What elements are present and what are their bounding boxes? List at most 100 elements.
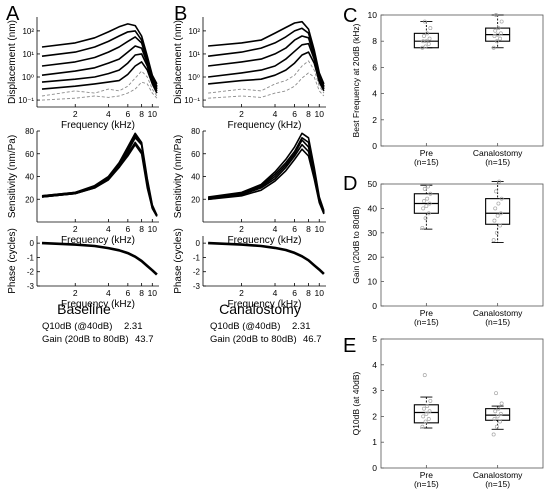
panel-C-data-point bbox=[498, 31, 503, 36]
panel-D-data-point bbox=[494, 230, 499, 235]
A-displacement-y-tick-label: 10² bbox=[22, 27, 34, 36]
panel-E-data-point bbox=[425, 404, 430, 409]
panel-C-data-point bbox=[422, 34, 426, 38]
panel-letter-E: E bbox=[343, 335, 356, 357]
A-phase-y-tick-label: 0 bbox=[30, 239, 35, 248]
panel-D-frame bbox=[380, 183, 544, 307]
A-phase-x-tick-label: 6 bbox=[125, 288, 130, 298]
B-sensitivity-series-3 bbox=[207, 139, 325, 214]
panel-D-y-tick-label: 10 bbox=[368, 277, 378, 287]
panel-C-data-point bbox=[425, 31, 430, 36]
panel-E-x-tick-label: (n=15) bbox=[485, 479, 510, 489]
B-phase-x-tick-label: 8 bbox=[306, 288, 311, 298]
stats-q10-label-baseline: Q10dB (@40dB) bbox=[42, 321, 112, 332]
A-displacement-series-5 bbox=[41, 61, 158, 94]
panel-C-data-point bbox=[492, 34, 497, 38]
panel-D-data-point bbox=[499, 196, 504, 201]
B-displacement-x-tick-label: 10 bbox=[315, 109, 325, 119]
A-phase-y-tick-label: -1 bbox=[27, 253, 35, 262]
A-sensitivity-x-axis-label: Frequency (kHz) bbox=[61, 235, 135, 246]
B-displacement-x-tick-label: 6 bbox=[292, 109, 297, 119]
B-sensitivity-y-axis-label: Sensitivity (nm/Pa) bbox=[173, 135, 184, 218]
A-sensitivity-series-0 bbox=[41, 143, 158, 217]
panel-C-y-tick-label: 0 bbox=[372, 141, 377, 151]
panel-E-data-point bbox=[423, 419, 428, 424]
B-sensitivity-x-axis-label: Frequency (kHz) bbox=[228, 235, 302, 246]
B-displacement-x-tick-label: 4 bbox=[273, 109, 278, 119]
panel-E-data-point bbox=[426, 417, 431, 421]
panel-D-y-tick-label: 0 bbox=[372, 301, 377, 311]
panel-D-data-point bbox=[427, 201, 432, 206]
panel-C-x-tick-label: (n=15) bbox=[414, 157, 439, 167]
A-phase-y-axis-label: Phase (cycles) bbox=[7, 228, 18, 294]
A-sensitivity-series-4 bbox=[41, 141, 158, 217]
B-phase-x-tick-label: 2 bbox=[239, 288, 244, 298]
B-sensitivity-series-4 bbox=[208, 148, 325, 215]
panel-D-data-point bbox=[495, 213, 500, 218]
panel-C-box bbox=[413, 32, 439, 49]
panel-D-x-tick-label: (n=15) bbox=[414, 317, 439, 327]
A-sensitivity-y-tick-label: 40 bbox=[25, 173, 34, 182]
B-sensitivity-x-tick-label: 6 bbox=[292, 224, 297, 234]
panel-C-frame bbox=[380, 14, 544, 147]
B-sensitivity-series-2 bbox=[207, 132, 325, 211]
panel-C-data-point bbox=[423, 44, 428, 49]
A-displacement-y-tick-label: 10⁻¹ bbox=[18, 96, 34, 105]
B-displacement-y-tick-label: 10⁻¹ bbox=[184, 96, 200, 105]
B-sensitivity-y-tick-label: 20 bbox=[191, 195, 200, 204]
panel-D-box bbox=[485, 198, 511, 225]
A-displacement-x-tick-label: 8 bbox=[139, 109, 144, 119]
panel-D-data-point bbox=[428, 191, 433, 196]
B-phase-x-tick-label: 4 bbox=[273, 288, 278, 298]
A-displacement-series-1 bbox=[41, 30, 158, 87]
panel-C-data-point bbox=[426, 41, 431, 46]
panel-E-y-tick-label: 2 bbox=[372, 411, 377, 421]
panel-D-data-point bbox=[492, 218, 497, 223]
B-displacement-series-5 bbox=[208, 60, 325, 94]
panel-E-data-point bbox=[498, 411, 503, 416]
panel-E-data-point bbox=[492, 417, 497, 421]
panel-E-data-point bbox=[428, 398, 433, 403]
B-sensitivity-y-tick-label: 40 bbox=[191, 173, 200, 182]
panel-E-data-point bbox=[420, 424, 425, 429]
A-sensitivity-x-tick-label: 6 bbox=[125, 224, 130, 234]
B-displacement-series-3 bbox=[208, 42, 325, 90]
B-sensitivity-y-tick-label: 80 bbox=[191, 127, 200, 136]
panel-D-data-point bbox=[422, 199, 426, 204]
panel-E-data-point bbox=[424, 411, 429, 416]
A-displacement-y-tick-label: 10¹ bbox=[22, 50, 34, 59]
A-sensitivity-x-tick-label: 10 bbox=[148, 224, 158, 234]
panel-D-data-point bbox=[496, 201, 501, 206]
panel-E-y-axis-label: Q10dB (at 40dB) bbox=[351, 371, 361, 435]
panel-E-data-point bbox=[499, 401, 504, 406]
A-displacement-series-3 bbox=[41, 45, 158, 90]
B-sensitivity-x-tick-label: 10 bbox=[315, 224, 325, 234]
B-phase-x-tick-label: 6 bbox=[292, 288, 297, 298]
B-phase-y-tick-label: -2 bbox=[193, 268, 201, 277]
panel-C-x-tick-label: (n=15) bbox=[485, 157, 510, 167]
panel-D-data-point bbox=[423, 216, 428, 221]
A-sensitivity-x-tick-label: 4 bbox=[106, 224, 111, 234]
panel-E-frame bbox=[380, 338, 544, 469]
panel-C-y-tick-label: 10 bbox=[368, 10, 378, 20]
panel-D-y-tick-label: 20 bbox=[368, 252, 378, 262]
panel-C-y-tick-label: 4 bbox=[372, 89, 377, 99]
panel-letter-A: A bbox=[6, 3, 20, 25]
B-phase-y-axis-label: Phase (cycles) bbox=[173, 228, 184, 294]
A-displacement-x-axis-label: Frequency (kHz) bbox=[61, 120, 135, 131]
A-phase-x-axis-label: Frequency (kHz) bbox=[61, 299, 135, 310]
panel-C-x-tick-label: Pre bbox=[420, 148, 434, 158]
panel-C-y-axis-label: Best Frequency at 20dB (kHz) bbox=[351, 23, 361, 137]
A-sensitivity-x-tick-label: 2 bbox=[73, 224, 78, 234]
B-phase-x-axis-label: Frequency (kHz) bbox=[228, 299, 302, 310]
panel-D-data-point bbox=[491, 238, 496, 243]
B-displacement-y-tick-label: 10¹ bbox=[188, 50, 200, 59]
panel-E-x-tick-label: (n=15) bbox=[414, 479, 439, 489]
panel-C-data-point bbox=[499, 19, 504, 24]
panel-letter-D: D bbox=[343, 173, 357, 195]
panel-E-data-point bbox=[494, 424, 499, 429]
panel-E-data-point bbox=[422, 406, 426, 411]
panel-C-data-point bbox=[491, 45, 496, 50]
A-phase-x-tick-label: 2 bbox=[73, 288, 78, 298]
B-phase-y-tick-label: -1 bbox=[193, 253, 201, 262]
